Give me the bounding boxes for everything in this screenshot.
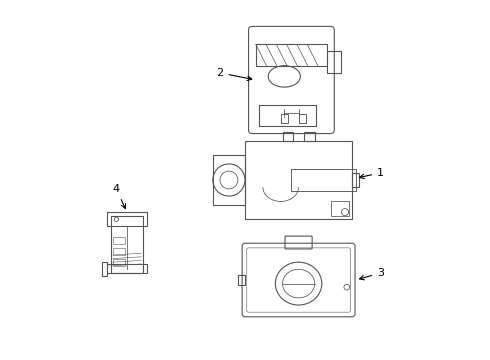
- Bar: [245, 141, 352, 219]
- Bar: [256, 44, 327, 66]
- Bar: [292, 169, 356, 191]
- Bar: [298, 114, 306, 123]
- Bar: [259, 105, 317, 126]
- Bar: [213, 155, 245, 205]
- Bar: [102, 262, 107, 276]
- Bar: [113, 237, 125, 244]
- Bar: [327, 51, 342, 73]
- Bar: [238, 275, 245, 285]
- Text: 2: 2: [217, 68, 252, 81]
- Bar: [352, 173, 359, 187]
- Bar: [111, 216, 143, 273]
- Bar: [107, 212, 147, 226]
- Bar: [304, 132, 315, 141]
- Bar: [283, 132, 293, 141]
- Text: 1: 1: [360, 168, 384, 179]
- Bar: [113, 258, 125, 266]
- Bar: [331, 202, 348, 216]
- Text: 3: 3: [360, 268, 384, 280]
- Bar: [113, 248, 125, 255]
- Bar: [281, 114, 288, 123]
- Bar: [107, 264, 147, 273]
- Text: 4: 4: [113, 184, 125, 208]
